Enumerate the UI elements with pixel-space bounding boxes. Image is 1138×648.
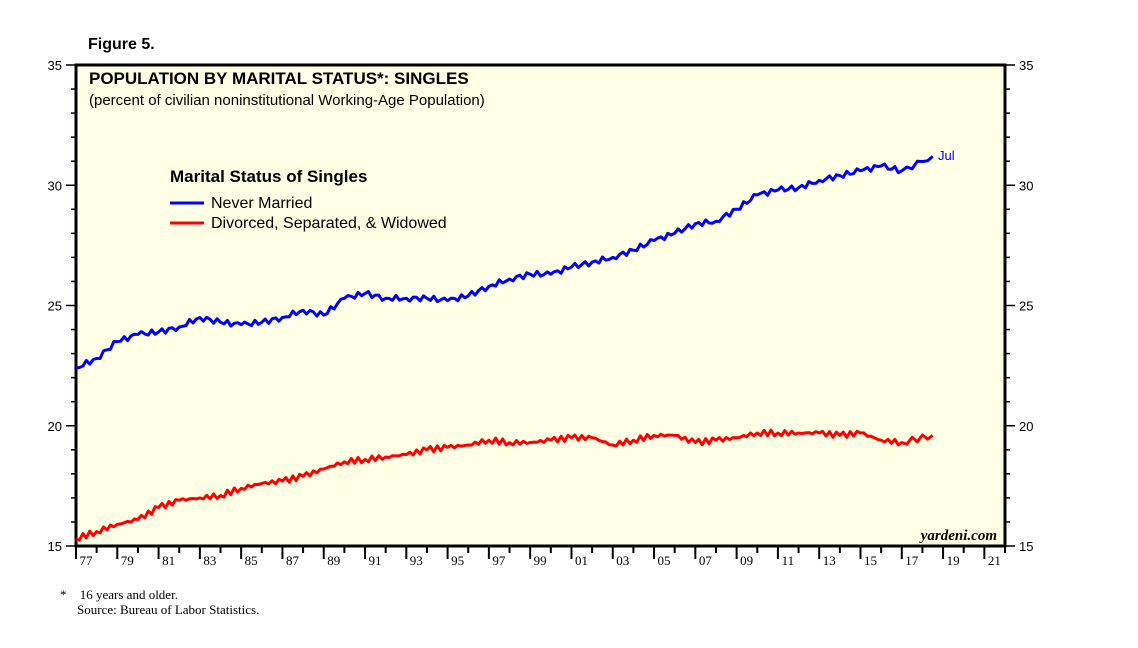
legend-title: Marital Status of Singles: [170, 167, 367, 186]
footnote-mark: *: [60, 587, 67, 602]
x-tick-label: 11: [782, 553, 795, 568]
y-tick-label-left: 30: [48, 178, 62, 193]
x-tick-label: 21: [988, 553, 1001, 568]
x-tick-label: 17: [905, 553, 919, 568]
y-tick-label-left: 35: [48, 58, 62, 73]
x-tick-label: 79: [121, 553, 134, 568]
x-tick-label: 97: [492, 553, 506, 568]
legend-label: Divorced, Separated, & Widowed: [211, 215, 447, 232]
end-label: Jul: [938, 148, 955, 163]
y-tick-label-left: 25: [48, 299, 62, 314]
footnote-source: Source: Bureau of Labor Statistics.: [77, 602, 260, 617]
x-tick-label: 77: [80, 553, 94, 568]
x-tick-label: 07: [699, 553, 713, 568]
x-tick-label: 93: [410, 553, 423, 568]
x-tick-label: 95: [451, 553, 464, 568]
x-tick-label: 91: [369, 553, 382, 568]
x-tick-label: 05: [658, 553, 671, 568]
watermark: yardeni.com: [919, 528, 997, 544]
footnote: * 16 years and older. Source: Bureau of …: [60, 587, 259, 617]
y-tick-label-left: 15: [48, 539, 62, 554]
x-tick-label: 89: [327, 553, 340, 568]
x-tick-label: 19: [947, 553, 960, 568]
figure-label: Figure 5.: [88, 36, 155, 53]
x-tick-label: 03: [616, 553, 629, 568]
y-tick-label-right: 15: [1019, 539, 1033, 554]
footnote-line1: 16 years and older.: [79, 587, 178, 602]
chart-subtitle: (percent of civilian noninstitutional Wo…: [89, 92, 485, 109]
series-line-never-married: [75, 155, 934, 370]
y-tick-label-right: 25: [1019, 299, 1033, 314]
x-tick-label: 09: [740, 553, 753, 568]
x-tick-label: 87: [286, 553, 300, 568]
x-tick-label: 85: [245, 553, 258, 568]
chart-title: POPULATION BY MARITAL STATUS*: SINGLES: [89, 69, 469, 88]
y-tick-label-right: 20: [1019, 419, 1033, 434]
x-tick-label: 83: [203, 553, 216, 568]
x-tick-label: 81: [162, 553, 175, 568]
x-tick-label: 99: [534, 553, 547, 568]
x-tick-label: 13: [823, 553, 836, 568]
series-line-divorced: [75, 428, 934, 542]
legend-label: Never Married: [211, 195, 312, 212]
x-tick-label: 01: [575, 553, 588, 568]
y-tick-label-right: 30: [1019, 178, 1033, 193]
y-tick-label-left: 20: [48, 419, 62, 434]
plot-area: [74, 63, 1007, 548]
x-tick-label: 15: [864, 553, 877, 568]
y-tick-label-right: 35: [1019, 58, 1033, 73]
